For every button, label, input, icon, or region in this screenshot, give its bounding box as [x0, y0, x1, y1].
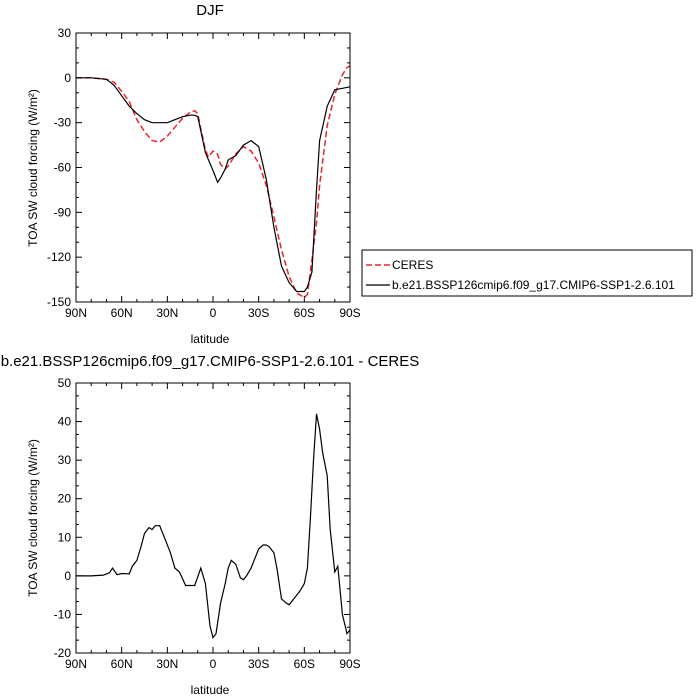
chart-bottom-xtick-label: 90N	[65, 657, 87, 671]
chart-top-xtick-label: 0	[210, 306, 217, 320]
chart-bottom-ytick-label: 0	[64, 569, 71, 583]
chart-bottom-ytick-label: -20	[54, 646, 72, 660]
chart-bottom-ytick-label: 30	[58, 453, 72, 467]
chart-top-ytick-label: -30	[54, 116, 72, 130]
chart-bottom: b.e21.BSSP126cmip6.f09_g17.CMIP6-SSP1-2.…	[1, 353, 420, 697]
legend-label-model: b.e21.BSSP126cmip6.f09_g17.CMIP6-SSP1-2.…	[392, 278, 675, 292]
chart-top-ytick-label: 30	[58, 26, 72, 40]
chart-top-ytick-label: 0	[64, 71, 71, 85]
chart-bottom-xtick-label: 0	[210, 657, 217, 671]
chart-bottom-series-line-0	[76, 413, 351, 639]
chart-bottom-ytick-label: -10	[54, 607, 72, 621]
chart-top: DJF 90N 60N 30N 0 30S 60S 90S 30 0 -30 -60 -90 -120 -…	[26, 2, 361, 346]
chart-bottom-xtick-label: 60S	[294, 657, 315, 671]
chart-top-xtick-label: 90N	[65, 306, 87, 320]
chart-top-ytick-label: -150	[47, 295, 71, 309]
chart-top-ylabel: TOA SW cloud forcing (W/m²)	[26, 89, 40, 247]
chart-top-xtick-label: 30S	[248, 306, 269, 320]
chart-top-xtick-label: 30N	[156, 306, 178, 320]
chart-top-ytick-label: -60	[54, 161, 72, 175]
chart-top-xtick-label: 90S	[339, 306, 360, 320]
chart-bottom-plot-frame	[75, 382, 351, 654]
chart-bottom-xlabel: latitude	[191, 683, 230, 697]
chart-bottom-ytick-label: 10	[58, 530, 72, 544]
chart-top-plot-frame	[75, 32, 351, 303]
chart-bottom-xtick-label: 30S	[248, 657, 269, 671]
chart-top-xtick-label: 60N	[111, 306, 133, 320]
chart-bottom-xtick-label: 90S	[339, 657, 360, 671]
chart-bottom-title: b.e21.BSSP126cmip6.f09_g17.CMIP6-SSP1-2.…	[1, 353, 420, 370]
legend: CERES b.e21.BSSP126cmip6.f09_g17.CMIP6-S…	[361, 249, 693, 297]
chart-top-xlabel: latitude	[191, 332, 230, 346]
chart-top-xtick-label: 60S	[294, 306, 315, 320]
chart-bottom-ytick-label: 50	[58, 376, 72, 390]
chart-top-series-line-1	[76, 77, 351, 293]
chart-bottom-ytick-label: 20	[58, 492, 72, 506]
chart-top-title: DJF	[196, 2, 224, 19]
chart-top-ytick-label: -90	[54, 205, 72, 219]
chart-bottom-xtick-label: 30N	[156, 657, 178, 671]
chart-bottom-ytick-label: 40	[58, 415, 72, 429]
legend-box	[361, 249, 693, 297]
chart-top-series-line-0	[76, 65, 351, 299]
chart-bottom-ylabel: TOA SW cloud forcing (W/m²)	[26, 439, 40, 597]
chart-bottom-xtick-label: 60N	[111, 657, 133, 671]
chart-top-ytick-label: -120	[47, 250, 71, 264]
legend-label-ceres: CERES	[392, 258, 433, 272]
